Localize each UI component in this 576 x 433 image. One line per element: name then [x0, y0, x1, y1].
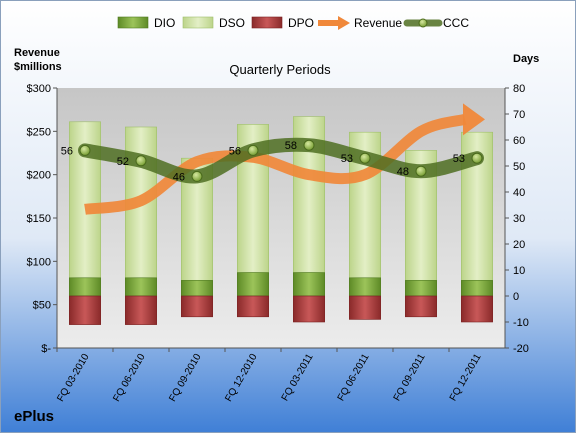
- y-right-label: Days: [513, 53, 539, 65]
- legend-label: DIO: [154, 16, 175, 30]
- dpo-bar: [293, 295, 325, 323]
- ccc-series: 56 52 46 56 58 53 48 53: [61, 137, 484, 184]
- legend-swatch-arrowhead: [338, 16, 350, 30]
- y-right-tick-label: 40: [513, 187, 525, 199]
- ccc-point: [471, 152, 483, 164]
- ccc-data-label: 48: [397, 166, 409, 178]
- company-name: ePlus: [14, 408, 54, 425]
- y-right-tick-label: -10: [513, 317, 529, 329]
- y-left-tick-label: $50: [33, 300, 51, 312]
- y-left-tick-label: $100: [27, 256, 51, 268]
- ccc-point: [135, 155, 147, 167]
- dio-bar: [69, 277, 101, 297]
- ccc-data-label: 56: [61, 145, 73, 157]
- ccc-data-label: 56: [229, 145, 241, 157]
- y-left-tick-label: $200: [27, 170, 51, 182]
- legend-swatch: [251, 16, 283, 29]
- y-left-tick-label: $150: [27, 213, 51, 225]
- revenue-arrowhead: [463, 103, 485, 136]
- y-right-ticks: -20 -10 0 10 20 30 40 50 60 70 80: [505, 83, 529, 355]
- y-right-tick-label: 80: [513, 83, 525, 95]
- revenue-series: [84, 103, 485, 215]
- dio-bar: [349, 277, 381, 297]
- dio-bar: [461, 280, 493, 297]
- legend: DIO DSO DPO Revenue CCC: [117, 16, 469, 30]
- dpo-bar: [349, 295, 381, 320]
- y-right-tick-label: 60: [513, 135, 525, 147]
- dio-bar: [125, 277, 157, 297]
- dpo-bar: [125, 295, 157, 325]
- dio-bar: [181, 280, 213, 297]
- ccc-data-label: 53: [453, 153, 465, 165]
- dpo-bar: [237, 295, 269, 318]
- y-right-tick-label: 30: [513, 213, 525, 225]
- legend-swatch: [182, 16, 214, 29]
- revenue-line: [84, 113, 467, 215]
- legend-label: DPO: [288, 16, 314, 30]
- y-left-label-line2: $millions: [14, 61, 62, 73]
- ccc-point: [359, 152, 371, 164]
- chart-subtitle: Quarterly Periods: [229, 62, 331, 77]
- ccc-data-label: 52: [117, 156, 129, 168]
- dpo-bar: [181, 295, 213, 318]
- y-left-tick-label: $-: [41, 343, 51, 355]
- legend-label: DSO: [219, 16, 245, 30]
- dio-bar: [293, 272, 325, 297]
- y-left-tick-label: $250: [27, 126, 51, 138]
- legend-label: Revenue: [354, 16, 402, 30]
- ccc-data-label: 46: [173, 171, 185, 183]
- ccc-point: [191, 170, 203, 182]
- y-right-tick-label: -20: [513, 343, 529, 355]
- dpo-bar: [461, 295, 493, 323]
- dpo-bar: [69, 295, 101, 325]
- dio-bar: [405, 280, 437, 297]
- ccc-data-label: 58: [285, 140, 297, 152]
- ccc-line: [78, 137, 484, 184]
- ccc-point: [247, 144, 259, 156]
- y-left-tick-label: $300: [27, 83, 51, 95]
- y-right-tick-label: 10: [513, 265, 525, 277]
- legend-label: CCC: [443, 16, 469, 30]
- ccc-point: [415, 165, 427, 177]
- ccc-point: [79, 144, 91, 156]
- y-right-tick-label: 0: [513, 291, 519, 303]
- ccc-data-label: 53: [341, 153, 353, 165]
- ccc-point: [303, 139, 315, 151]
- y-left-ticks: $- $50 $100 $150 $200 $250 $300: [27, 83, 57, 355]
- y-right-tick-label: 70: [513, 109, 525, 121]
- y-left-label-line1: Revenue: [14, 47, 60, 59]
- legend-swatch-dot: [418, 18, 428, 28]
- y-right-tick-label: 20: [513, 239, 525, 251]
- y-right-tick-label: 50: [513, 161, 525, 173]
- legend-swatch: [117, 16, 149, 29]
- dio-bar: [237, 272, 269, 297]
- dpo-bar: [405, 295, 437, 318]
